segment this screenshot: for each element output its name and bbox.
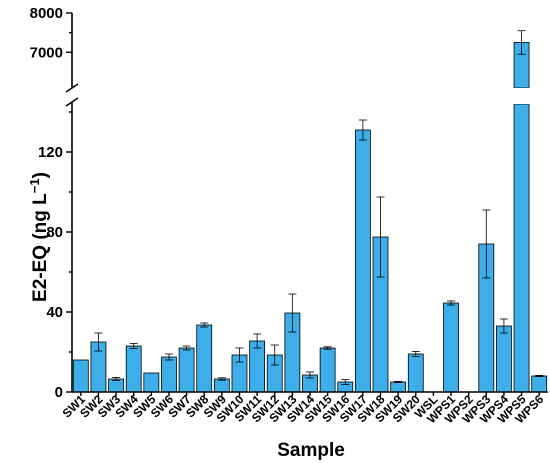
x-tick-labels-group: SW1SW2SW3SW4SW5SW6SW7SW8SW9SW10SW11SW12S… <box>60 392 547 426</box>
error-bar-sw8 <box>200 322 209 328</box>
error-bar-sw9 <box>217 377 226 381</box>
error-bar-sw4 <box>129 342 138 350</box>
bar-sw5 <box>143 372 160 393</box>
bar-sw1 <box>72 359 89 393</box>
bar-sw19 <box>390 381 407 393</box>
error-bar-sw14 <box>306 371 314 379</box>
bar-sw6 <box>161 356 177 393</box>
error-bar-sw15 <box>323 346 332 350</box>
y-axis-title-main: E2-EQ (ng L <box>30 193 51 302</box>
bar-sw9 <box>213 378 230 393</box>
error-bar-sw3 <box>112 376 121 382</box>
error-bar-sw20 <box>411 350 420 358</box>
y-tick-label-8000: 8000 <box>30 5 63 22</box>
error-bar-sw2 <box>94 332 103 352</box>
bar-sw4 <box>125 345 142 393</box>
bar-wps1 <box>443 302 459 393</box>
bar-wps6 <box>531 375 548 393</box>
axis-break-mark-lower <box>65 97 79 107</box>
error-bar-wps6 <box>535 374 544 378</box>
axis-break-gap <box>71 88 549 104</box>
y-tick-label-40: 40 <box>46 304 63 321</box>
bar-sw20 <box>407 353 424 393</box>
error-bar-sw11 <box>253 333 262 349</box>
y-tick-label-7000: 7000 <box>30 44 63 61</box>
axis-break-mark-upper <box>65 83 79 93</box>
y-tick-label-0: 0 <box>55 384 63 401</box>
y-axis-title-superscript: −1 <box>27 178 42 193</box>
error-bar-wps1 <box>447 300 456 306</box>
error-bar-sw12 <box>270 344 279 366</box>
bar-sw8 <box>196 324 213 393</box>
y-tick-label-80: 80 <box>46 224 63 241</box>
bar-sw7 <box>178 347 195 393</box>
error-bar-sw7 <box>182 345 191 351</box>
bars-group <box>72 42 548 393</box>
bar-wps4 <box>496 325 512 393</box>
y-tick-labels-group: 0 40 80 120 7000 8000 <box>30 5 63 401</box>
y-axis-title-close: ) <box>30 172 51 178</box>
error-bar-sw10 <box>235 347 244 363</box>
bar-sw11 <box>249 340 266 393</box>
y-tick-label-120: 120 <box>38 144 63 161</box>
bar-wps5-lower <box>513 103 530 393</box>
error-bar-sw6 <box>164 353 173 361</box>
error-bar-sw16 <box>341 379 350 385</box>
bar-sw15 <box>319 347 336 393</box>
error-bar-sw13 <box>288 293 297 333</box>
error-bar-wps5 <box>517 30 526 55</box>
error-bar-wps3 <box>482 209 491 279</box>
error-bars-group <box>94 30 544 385</box>
error-bar-sw18 <box>376 196 385 278</box>
error-bar-wps4 <box>499 318 508 334</box>
bar-sw17 <box>354 129 371 393</box>
x-axis-title: Sample <box>277 440 345 461</box>
error-bar-sw19 <box>394 380 403 384</box>
axes-group <box>65 12 549 396</box>
y-axis-title: E2-EQ (ng L−1) <box>27 172 51 302</box>
error-bar-sw17 <box>358 119 367 141</box>
